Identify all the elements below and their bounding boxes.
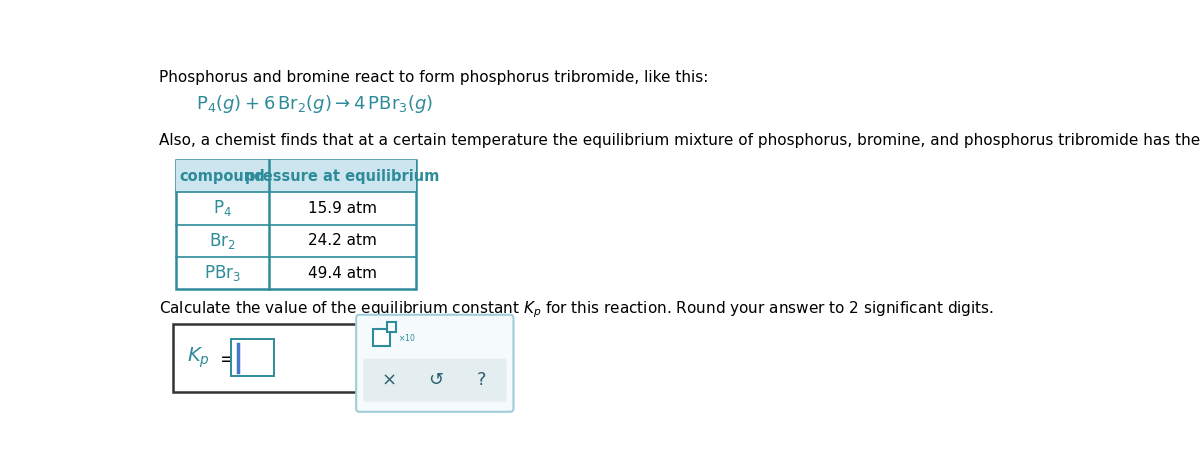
Text: $\mathrm{P_4}(g) + 6\,\mathrm{Br_2}(g) \rightarrow 4\,\mathrm{PBr_3}(g)$: $\mathrm{P_4}(g) + 6\,\mathrm{Br_2}(g) \… (197, 93, 433, 115)
Text: pressure at equilibrium: pressure at equilibrium (245, 169, 439, 184)
Bar (175, 160, 416, 290)
Text: compound: compound (179, 169, 265, 184)
FancyBboxPatch shape (356, 315, 514, 412)
Bar (388, 322, 396, 332)
Bar (175, 160, 416, 192)
Text: ×: × (382, 371, 396, 389)
Text: $\mathrm{P_4}$: $\mathrm{P_4}$ (212, 198, 232, 219)
Text: Also, a chemist finds that at a certain temperature the equilibrium mixture of p: Also, a chemist finds that at a certain … (160, 133, 1200, 148)
Text: $=$: $=$ (216, 348, 236, 368)
Bar (373, 329, 390, 346)
Text: 24.2 atm: 24.2 atm (307, 234, 377, 248)
Bar (232, 340, 274, 376)
Text: $_{\times 10}$: $_{\times 10}$ (398, 333, 416, 345)
Text: 49.4 atm: 49.4 atm (307, 266, 377, 281)
Text: Phosphorus and bromine react to form phosphorus tribromide, like this:: Phosphorus and bromine react to form pho… (160, 70, 709, 85)
Text: ↺: ↺ (427, 371, 443, 389)
Text: Calculate the value of the equilibrium constant $K_p$ for this reaction. Round y: Calculate the value of the equilibrium c… (160, 299, 995, 320)
Text: ?: ? (476, 371, 486, 389)
Text: $\mathrm{Br_2}$: $\mathrm{Br_2}$ (209, 231, 235, 251)
Text: $K_p$: $K_p$ (187, 346, 210, 370)
Text: $\mathrm{PBr_3}$: $\mathrm{PBr_3}$ (204, 263, 240, 283)
Text: 15.9 atm: 15.9 atm (307, 201, 377, 216)
FancyBboxPatch shape (364, 359, 506, 402)
Bar (173, 324, 359, 392)
